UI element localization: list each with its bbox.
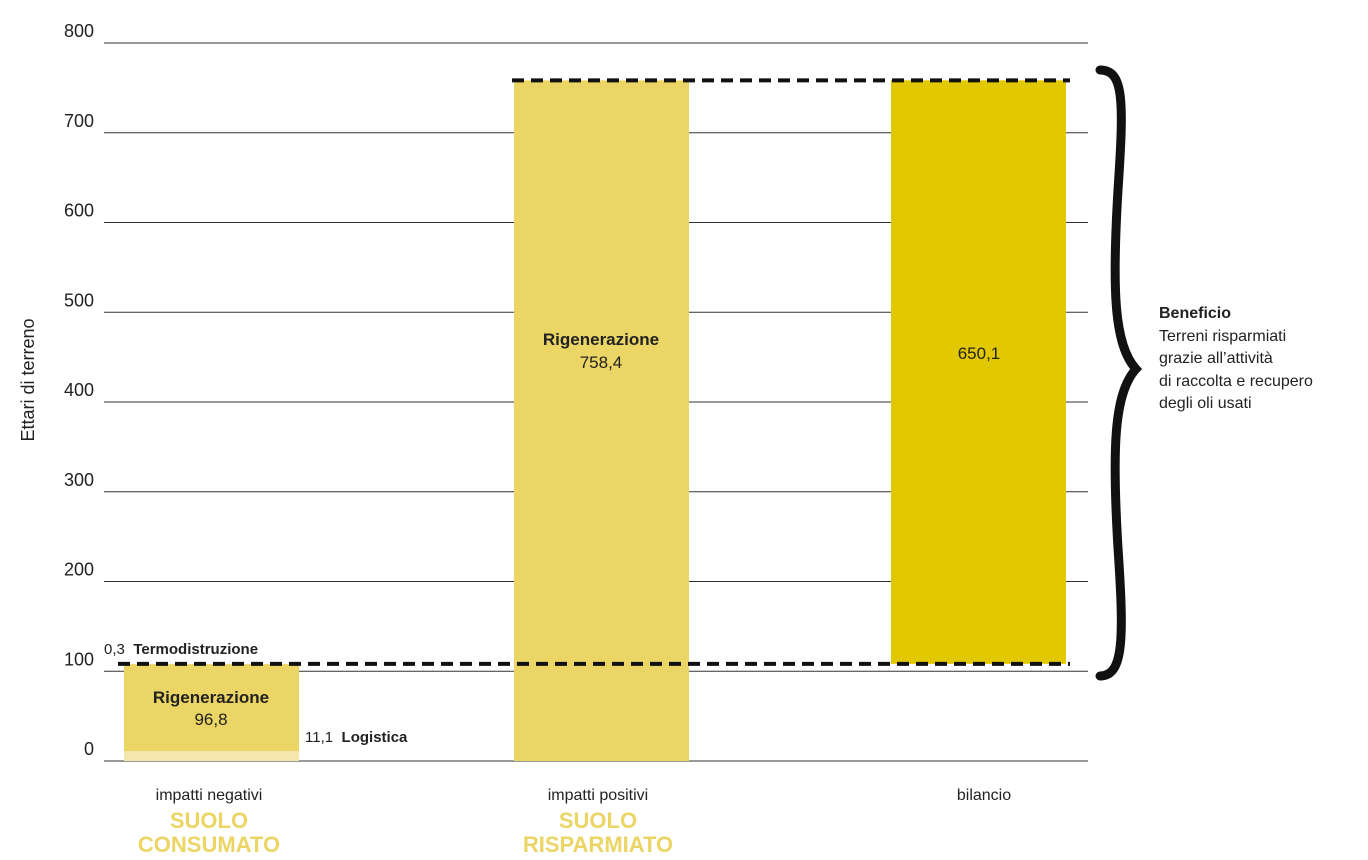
- termodistruzione-annotation: 0,3 Termodistruzione: [104, 641, 258, 658]
- neg-rigenerazione-value: 96,8: [194, 710, 227, 729]
- y-tick-800: 800: [64, 21, 94, 41]
- y-tick-700: 700: [64, 111, 94, 131]
- beneficio-title: Beneficio: [1159, 305, 1231, 322]
- y-tick-500: 500: [64, 290, 94, 310]
- bilancio-value: 650,1: [958, 344, 1001, 363]
- category-sublabel-risparmiato: RISPARMIATO: [523, 832, 673, 857]
- logistica-annotation: 11,1 Logistica: [305, 729, 408, 746]
- bar-negativi-logistica: [124, 751, 299, 761]
- category-label-positivi: impatti positivi: [548, 787, 648, 804]
- bar-negativi-rigenerazione: [124, 664, 299, 752]
- beneficio-line-1: Terreni risparmiati: [1159, 328, 1286, 345]
- logistica-value: 11,1: [305, 729, 333, 746]
- category-sublabel-suolo-2: SUOLO: [559, 808, 637, 833]
- y-tick-labels: 0 100 200 300 400 500 600 700 800: [64, 21, 94, 759]
- pos-rigenerazione-label: Rigenerazione: [543, 330, 659, 349]
- y-tick-200: 200: [64, 560, 94, 580]
- y-tick-600: 600: [64, 201, 94, 221]
- termodistruzione-value: 0,3: [104, 641, 125, 658]
- y-tick-100: 100: [64, 649, 94, 669]
- beneficio-brace-icon: [1095, 65, 1143, 681]
- y-tick-0: 0: [84, 739, 94, 759]
- bar-positivi-rigenerazione: [514, 80, 689, 761]
- beneficio-line-2: grazie all’attività: [1159, 350, 1273, 367]
- reference-lines: [118, 78, 1070, 666]
- category-label-negativi: impatti negativi: [156, 787, 263, 804]
- neg-rigenerazione-label: Rigenerazione: [153, 688, 269, 707]
- bars: [124, 80, 1066, 761]
- category-label-bilancio: bilancio: [957, 787, 1011, 804]
- beneficio-line-3: di raccolta e recupero: [1159, 373, 1313, 390]
- y-tick-300: 300: [64, 470, 94, 490]
- category-sublabel-consumato: CONSUMATO: [138, 832, 280, 857]
- beneficio-line-4: degli oli usati: [1159, 395, 1252, 412]
- category-sublabel-suolo-1: SUOLO: [170, 808, 248, 833]
- pos-rigenerazione-value: 758,4: [580, 353, 623, 372]
- y-tick-400: 400: [64, 380, 94, 400]
- y-axis-label: Ettari di terreno: [18, 318, 38, 441]
- bar-bilancio: [891, 80, 1066, 664]
- logistica-name: Logistica: [342, 729, 409, 746]
- termodistruzione-name: Termodistruzione: [133, 641, 258, 658]
